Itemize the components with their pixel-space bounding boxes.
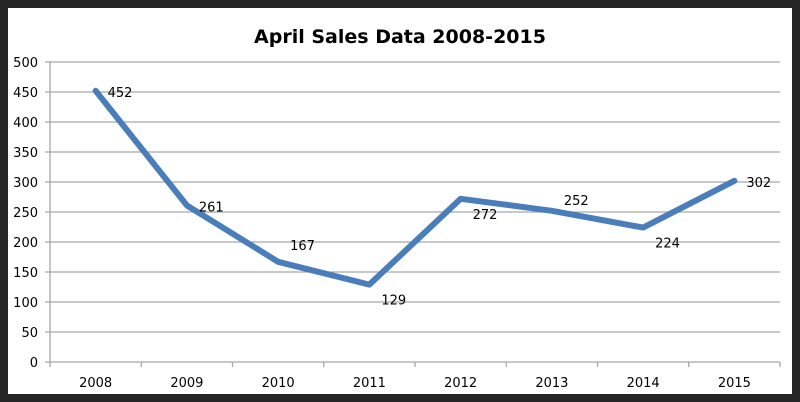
chart-title: April Sales Data 2008-2015 <box>254 26 546 48</box>
y-tick-label: 150 <box>13 266 38 281</box>
x-tick-label: 2015 <box>718 376 751 391</box>
y-tick-label: 100 <box>13 296 38 311</box>
chart-panel: April Sales Data 2008-2015 0 50 100 150 200 2… <box>8 8 792 394</box>
data-label: 129 <box>381 294 406 309</box>
line-chart: 0 50 100 150 200 250 300 350 400 450 500 2008 2009 20… <box>13 56 781 391</box>
y-tick-label: 400 <box>13 116 38 131</box>
y-tick-label: 300 <box>13 176 38 191</box>
x-tick-label: 2013 <box>535 376 568 391</box>
x-tick-label: 2011 <box>353 376 386 391</box>
y-tick-label: 50 <box>21 326 38 341</box>
data-label: 224 <box>655 237 680 252</box>
sales-line <box>92 87 738 288</box>
y-tick-label: 250 <box>13 206 38 221</box>
data-label: 452 <box>108 86 133 101</box>
y-tick-label: 350 <box>13 146 38 161</box>
y-tick-label: 450 <box>13 86 38 101</box>
data-label: 261 <box>199 200 224 215</box>
x-tick-label: 2010 <box>262 376 295 391</box>
x-tick-label: 2014 <box>627 376 660 391</box>
data-label: 272 <box>473 208 498 223</box>
data-label: 252 <box>564 194 589 209</box>
y-tick-label: 200 <box>13 236 38 251</box>
y-tick-label: 500 <box>13 56 38 71</box>
x-tick-label: 2012 <box>444 376 477 391</box>
x-tick-label: 2009 <box>170 376 203 391</box>
y-tick-label: 0 <box>30 356 38 371</box>
x-tick-label: 2008 <box>79 376 112 391</box>
data-label: 302 <box>746 176 771 191</box>
data-label: 167 <box>290 239 315 254</box>
